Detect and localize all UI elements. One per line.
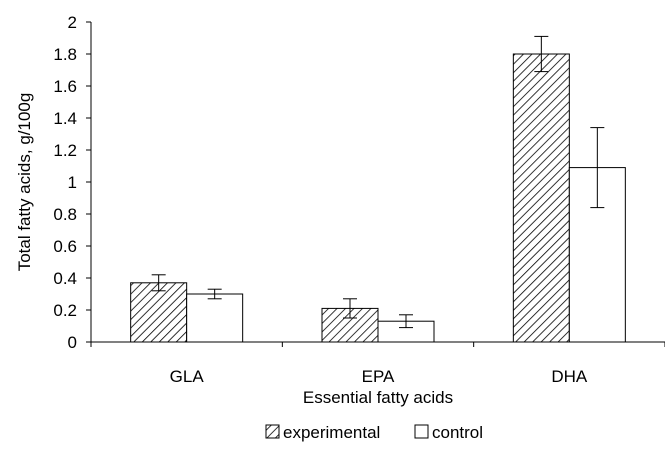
legend-swatch-experimental — [265, 424, 280, 439]
legend-label-control: control — [432, 423, 483, 442]
bar-experimental-gla — [130, 282, 188, 343]
y-axis: 0 0.2 0.4 0.6 0.8 1 1.2 1.4 1.6 1.8 2 — [53, 13, 92, 352]
y-tick-label: 0.8 — [53, 205, 77, 224]
y-tick-label: 1.4 — [53, 109, 77, 128]
y-tick-label: 1.6 — [53, 77, 77, 96]
legend-swatch-control — [414, 424, 429, 439]
bar-experimental-dha — [512, 53, 570, 343]
y-tick-label: 0.4 — [53, 269, 77, 288]
y-tick-label: 0.2 — [53, 301, 77, 320]
bars — [130, 53, 626, 343]
category-label: GLA — [170, 367, 205, 386]
bar-experimental-epa — [321, 307, 379, 343]
y-axis-title: Total fatty acids, g/100g — [15, 93, 34, 272]
y-tick-label: 2 — [68, 13, 77, 32]
y-ticks: 0 0.2 0.4 0.6 0.8 1 1.2 1.4 1.6 1.8 2 — [53, 13, 91, 352]
x-ticks — [90, 342, 665, 347]
y-tick-label: 1.2 — [53, 141, 77, 160]
error-bars — [151, 35, 605, 329]
category-labels: GLA EPA DHA — [170, 367, 588, 386]
category-label: EPA — [362, 367, 395, 386]
y-tick-label: 1 — [68, 173, 77, 192]
y-tick-label: 0.6 — [53, 237, 77, 256]
bar-control-gla — [186, 293, 244, 343]
y-tick-label: 1.8 — [53, 45, 77, 64]
legend-label-experimental: experimental — [283, 423, 380, 442]
legend: experimental control — [265, 423, 483, 442]
category-label: DHA — [551, 367, 588, 386]
x-axis — [90, 341, 665, 347]
y-tick-label: 0 — [68, 333, 77, 352]
x-axis-title: Essential fatty acids — [303, 388, 453, 407]
